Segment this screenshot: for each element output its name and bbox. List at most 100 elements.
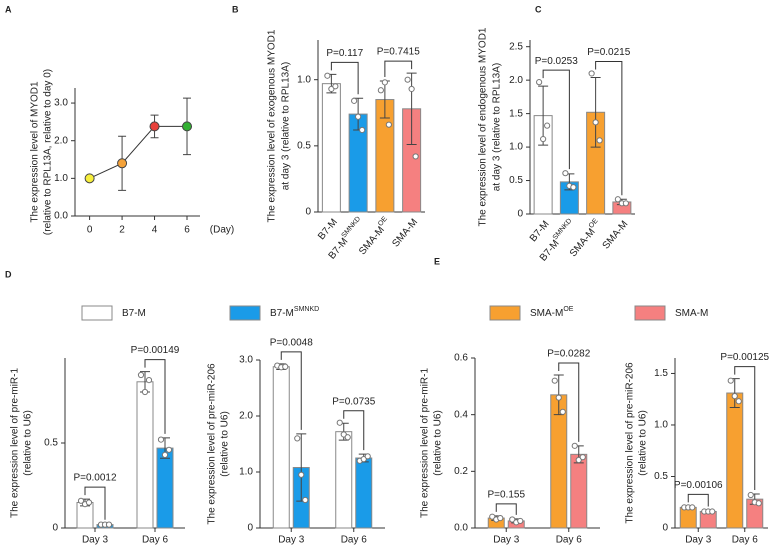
x-tick-label-base: SMA-M <box>568 226 598 259</box>
replicate-point <box>755 500 762 507</box>
legend-swatch <box>634 305 666 321</box>
replicate-point <box>145 377 153 384</box>
y-axis-label: (relative to U6) <box>638 410 649 476</box>
bar <box>335 431 353 529</box>
bracket <box>734 366 756 490</box>
replicate-point <box>157 436 165 443</box>
error-bar <box>538 85 549 146</box>
y-tick-label: 0.5 <box>509 175 523 186</box>
y-tick-label: 3.0 <box>54 98 68 109</box>
p-value: P=0.0735 <box>332 396 376 407</box>
legend-label-sup: SMNKD <box>294 306 319 313</box>
replicate-point <box>555 394 562 401</box>
y-axis-label: (relative to RPL13A, relative to day 0) <box>43 69 54 235</box>
y-tick-label: 1.5 <box>509 108 523 119</box>
y-axis-label: The expression level of pre-miR-1 <box>10 368 21 518</box>
panel-letter: B <box>232 4 239 14</box>
bracket <box>595 60 623 196</box>
y-tick-label: 0.5 <box>297 140 311 151</box>
replicate-point <box>588 70 595 77</box>
bracket <box>84 486 106 520</box>
replicate-point <box>282 363 289 370</box>
bracket <box>330 61 359 95</box>
bar <box>355 457 373 529</box>
replicate-point <box>544 122 551 129</box>
replicate-point <box>344 434 351 441</box>
replicate-point <box>517 517 524 525</box>
y-axis-label: The expression level of pre-miR-206 <box>207 363 218 525</box>
bar <box>321 83 341 213</box>
x-tick-label: Day 6 <box>341 535 368 545</box>
legend-label: B7-MSMNKD <box>270 306 319 319</box>
x-tick-label: Day 3 <box>278 535 305 545</box>
panel-letter: E <box>434 256 440 266</box>
legend-swatch <box>229 305 261 321</box>
legend-label-sup: OE <box>563 306 573 313</box>
y-tick-label: 1.0 <box>297 74 311 85</box>
panel-letter: D <box>5 269 12 279</box>
x-tick-label-sup: SMNKD <box>552 217 574 241</box>
y-tick-label: 1.0 <box>509 142 523 153</box>
replicate-point <box>298 471 305 478</box>
p-value: P=0.0012 <box>73 473 117 484</box>
bracket <box>280 351 302 430</box>
y-tick-label: 0.2 <box>454 466 468 477</box>
replicate-point <box>571 442 578 449</box>
p-value: P=0.0282 <box>547 349 591 360</box>
error-bar <box>590 76 601 148</box>
y-axis-label: The expression level of exogenous MYOD1 <box>267 29 278 222</box>
x-tick-label: SMA-M <box>600 219 630 252</box>
y-axis-label: The expression level of MYOD1 <box>30 81 41 223</box>
p-value: P=0.155 <box>487 489 525 500</box>
y-tick-label: 1.0 <box>54 173 68 184</box>
legend-swatch <box>489 305 521 321</box>
replicate-point <box>336 419 343 426</box>
y-tick-label: 0 <box>247 523 253 534</box>
bar <box>272 366 290 529</box>
replicate-point <box>735 398 742 405</box>
replicate-point <box>559 408 566 415</box>
x-tick-label-base: B7-M <box>538 238 562 263</box>
replicate-point <box>377 87 384 94</box>
panel-letter: C <box>535 4 542 14</box>
point <box>84 173 95 184</box>
y-tick-label: 3.0 <box>239 355 253 366</box>
replicate-point <box>302 496 309 504</box>
y-tick-label: 0.0 <box>54 211 68 222</box>
y-axis-label: at day 3 (relative to RPL13A) <box>492 63 503 191</box>
bracket <box>144 359 166 434</box>
line <box>89 125 188 179</box>
legend-label: B7-M <box>122 308 146 319</box>
point <box>182 121 193 132</box>
replicate-point <box>592 119 599 126</box>
replicate-point <box>165 446 173 453</box>
replicate-point <box>161 451 169 458</box>
y-tick-label: 0.0 <box>454 523 468 534</box>
legend-label: SMA-M <box>675 308 708 319</box>
x-tick-label: B7-M <box>316 217 340 242</box>
replicate-point <box>614 196 621 203</box>
replicate-point <box>141 388 149 396</box>
y-tick-label: 2.0 <box>239 411 253 422</box>
p-value: P=0.0215 <box>587 47 631 58</box>
bracket <box>542 69 570 170</box>
panel-letter: A <box>5 4 12 14</box>
x-tick-label: Day 6 <box>556 535 583 545</box>
replicate-point <box>497 514 504 522</box>
x-tick-label: SMA-M <box>390 217 420 250</box>
replicate-point <box>385 121 392 128</box>
bracket <box>558 362 580 442</box>
y-axis-label: The expression level of pre-miR-206 <box>625 362 636 524</box>
x-tick-label: Day 6 <box>732 535 759 545</box>
y-tick-label: 0 <box>52 523 58 534</box>
x-tick-label: Day 3 <box>82 535 109 545</box>
y-axis-label: The expression level of endogenous MYOD1 <box>478 27 489 226</box>
y-tick-label: 2.0 <box>509 75 523 86</box>
p-value: P=0.0253 <box>535 56 579 67</box>
p-value: P=0.00149 <box>131 345 180 356</box>
replicate-point <box>294 435 301 442</box>
legend-swatch <box>81 305 113 321</box>
x-tick-label: Day 3 <box>685 535 712 545</box>
replicate-point <box>408 85 415 93</box>
